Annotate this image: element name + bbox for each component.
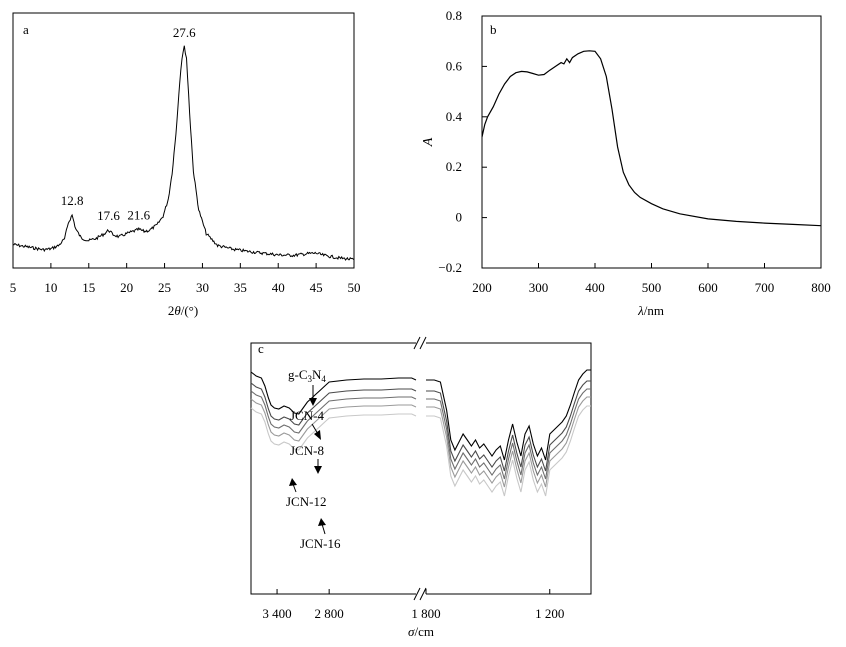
panel-b-x-tick-label: 400 xyxy=(585,280,605,295)
panel-c-x-axis-label: σ/cm xyxy=(408,624,434,639)
arrow-jcn-16-icon xyxy=(318,518,326,535)
axis-break-bottom-icon xyxy=(413,587,427,601)
panel-b-x-tick-label: 800 xyxy=(811,280,831,295)
panel-a-peak-label: 17.6 xyxy=(97,208,120,223)
panel-b: b 200 300 400 500 600 700 800 −0.2 0 0.2 0.4 0.6 0.… xyxy=(421,8,831,318)
panel-b-frame xyxy=(481,15,822,269)
arrow-jcn-8-icon xyxy=(314,459,322,474)
series-line-jcn-12-right xyxy=(426,396,591,488)
series-line-jcn-4-left xyxy=(250,382,417,426)
series-line-g-c3n4-left xyxy=(250,371,417,415)
series-line-jcn-16-right xyxy=(426,405,591,497)
series-line-jcn-8-right xyxy=(426,388,591,480)
series-line-jcn-12-left xyxy=(250,398,417,442)
axis-break-top-icon xyxy=(413,336,427,350)
panel-c-x-tick-label: 2 800 xyxy=(315,606,344,621)
panel-b-x-tick-label: 700 xyxy=(755,280,775,295)
series-line-jcn-8-left xyxy=(250,390,417,434)
panel-a-label: a xyxy=(23,22,29,37)
panel-a-x-tick-label: 15 xyxy=(82,280,95,295)
panel-a-x-tick-label: 25 xyxy=(158,280,171,295)
panel-a-x-tick-label: 45 xyxy=(310,280,323,295)
panel-b-y-tick-label: 0.4 xyxy=(446,109,463,124)
panel-b-y-tick-label: −0.2 xyxy=(438,260,462,275)
panel-a-frame xyxy=(12,12,355,269)
panel-b-x-axis-label: λ/nm xyxy=(637,303,664,318)
panel-c-x-tick-label: 1 200 xyxy=(535,606,564,621)
panel-a-peak-label: 21.6 xyxy=(127,207,150,222)
arrow-jcn-12-icon xyxy=(289,478,297,493)
panel-c-x-tick-label: 1 800 xyxy=(411,606,440,621)
arrow-g-c3n4-icon xyxy=(309,385,317,406)
panel-b-x-tick-label: 200 xyxy=(472,280,492,295)
arrow-jcn-4-icon xyxy=(311,423,321,440)
panel-b-y-tick-label: 0.2 xyxy=(446,159,462,174)
panel-a-x-tick-label: 10 xyxy=(44,280,57,295)
panel-b-label: b xyxy=(490,22,497,37)
panel-b-x-tick-label: 500 xyxy=(642,280,662,295)
panel-a-peak-label: 12.8 xyxy=(61,193,84,208)
panel-a-x-tick-label: 35 xyxy=(234,280,247,295)
panel-a-x-tick-label: 50 xyxy=(348,280,361,295)
panel-b-x-tick-label: 600 xyxy=(698,280,718,295)
panel-c-label: c xyxy=(258,341,264,356)
panel-c-x-tick-label: 3 400 xyxy=(262,606,291,621)
panel-b-y-tick-label: 0.6 xyxy=(446,58,463,73)
panel-b-series-line xyxy=(481,50,822,227)
series-label-jcn-12: JCN-12 xyxy=(286,494,326,509)
series-label-jcn-4: JCN-4 xyxy=(290,408,324,423)
panel-c-frame xyxy=(250,342,592,595)
panel-b-y-tick-label: 0 xyxy=(456,210,463,225)
panel-a-x-tick-label: 5 xyxy=(10,280,17,295)
panel-a-x-tick-label: 20 xyxy=(120,280,133,295)
panel-a-series-line xyxy=(12,45,355,261)
panel-c: c 3 400 2 800 1 800 1 200 g-C3N4 JCN-4 JCN-… xyxy=(250,336,592,639)
series-label-jcn-16: JCN-16 xyxy=(300,536,341,551)
panel-a: a 5 10 15 20 25 30 35 40 45 50 12.8 17.6 21.6 27.6 2… xyxy=(10,12,361,318)
series-label-jcn-8: JCN-8 xyxy=(290,443,324,458)
panel-b-x-tick-label: 300 xyxy=(529,280,549,295)
panel-a-x-tick-label: 30 xyxy=(196,280,209,295)
panel-a-x-axis-label: 2θ/(°) xyxy=(168,303,198,318)
panel-a-x-tick-label: 40 xyxy=(272,280,285,295)
series-label-g-c3n4: g-C3N4 xyxy=(288,367,326,384)
panel-b-y-tick-label: 0.8 xyxy=(446,8,462,23)
panel-b-y-axis-label: A xyxy=(421,137,436,147)
series-line-g-c3n4-right xyxy=(426,369,591,461)
series-line-jcn-16-left xyxy=(250,407,417,451)
series-line-jcn-4-right xyxy=(426,380,591,472)
panel-a-peak-label: 27.6 xyxy=(173,25,196,40)
